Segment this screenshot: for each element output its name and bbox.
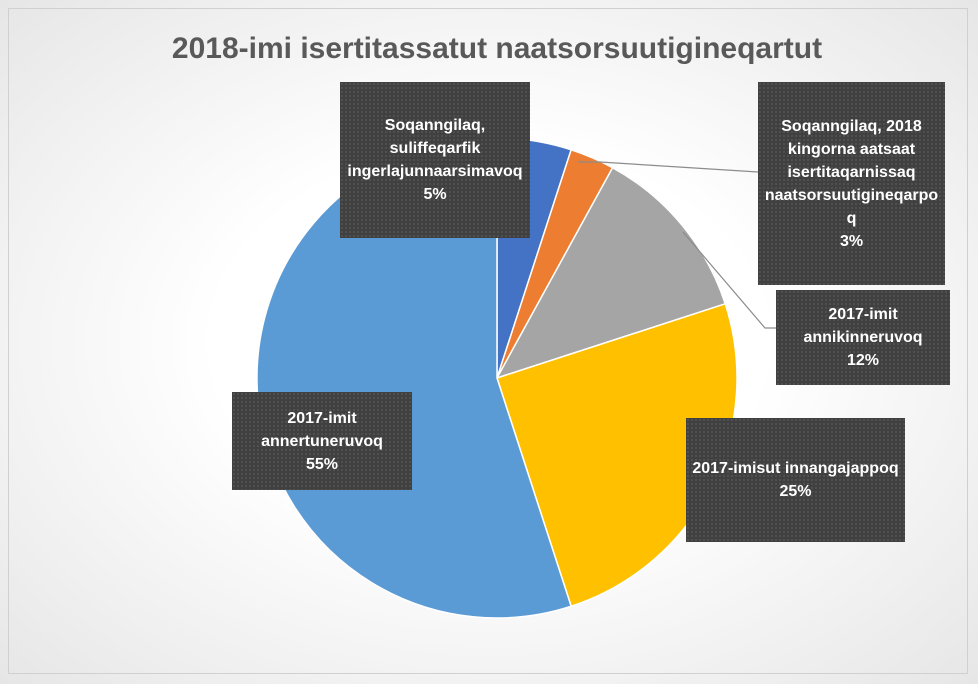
chart-title: 2018-imi isertitassatut naatsorsuutigine… xyxy=(172,32,822,65)
data-label: Soqanngilaq, 2018 kingorna aatsaat isert… xyxy=(758,82,945,285)
data-label-category: 2017-imit annertuneruvoq xyxy=(261,409,383,450)
data-label-category: 2017-imisut innangajappoq xyxy=(692,460,899,477)
chart-frame xyxy=(8,8,968,674)
data-label-value: 25% xyxy=(779,483,812,500)
data-label: 2017-imisut innangajappoq 25% xyxy=(686,418,905,542)
data-label: 2017-imit annikinneruvoq 12% xyxy=(776,290,950,385)
data-label-value: 55% xyxy=(305,455,339,473)
data-label: Soqanngilaq, suliffeqarfik ingerlajunnaa… xyxy=(340,82,530,238)
data-label-value: 5% xyxy=(423,186,447,203)
data-label-value: 3% xyxy=(839,232,864,250)
slices xyxy=(256,137,738,619)
data-label-category: Soqanngilaq, 2018 kingorna aatsaat isert… xyxy=(764,117,939,227)
leader-line xyxy=(682,231,776,329)
data-label-category: 2017-imit annikinneruvoq xyxy=(803,306,923,346)
pie-slice xyxy=(495,166,727,380)
data-label-value: 12% xyxy=(846,352,880,369)
data-label: 2017-imit annertuneruvoq 55% xyxy=(232,392,412,490)
leader-line xyxy=(578,161,759,173)
data-label-category: Soqanngilaq, suliffeqarfik ingerlajunnaa… xyxy=(347,117,523,180)
